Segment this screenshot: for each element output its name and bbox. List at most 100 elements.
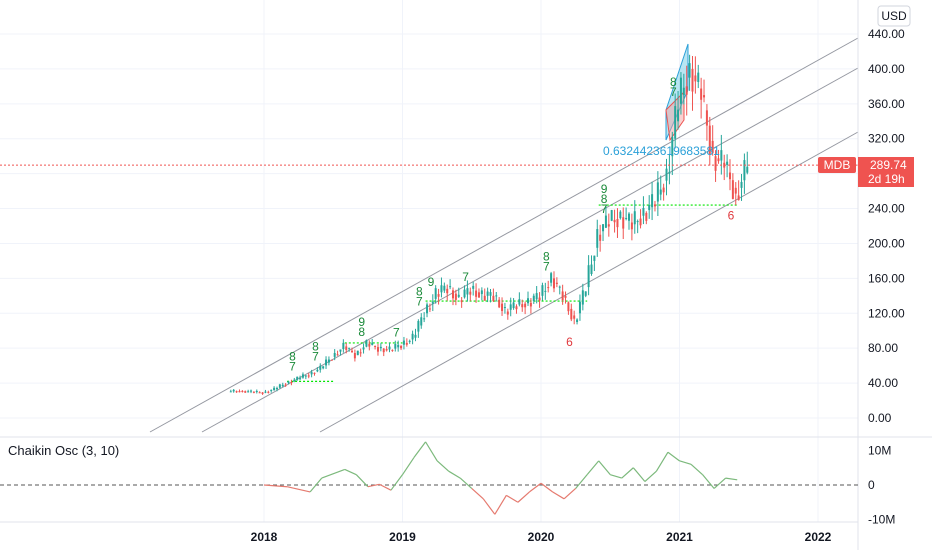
candle <box>662 183 665 201</box>
candle <box>564 291 567 304</box>
candle-body <box>327 359 330 363</box>
oscillator-segment <box>459 477 473 489</box>
candle-body <box>420 317 423 326</box>
candle-body <box>299 378 302 380</box>
candle-body <box>229 391 232 393</box>
candle <box>316 367 319 373</box>
candle <box>463 285 466 299</box>
oscillator-segment <box>494 495 507 515</box>
candle-body <box>587 265 590 288</box>
ticker-tag <box>818 157 856 173</box>
candle <box>590 255 593 276</box>
oscillator-segment <box>263 484 288 488</box>
candle-body <box>535 293 538 300</box>
candle <box>301 372 304 379</box>
candle <box>697 64 700 89</box>
indicator-legend[interactable]: Chaikin Osc (3, 10) <box>8 443 119 458</box>
candle <box>682 73 685 105</box>
candle-body <box>708 125 711 154</box>
candle-body <box>362 347 365 350</box>
candle <box>362 343 365 354</box>
channel-upper-line[interactable] <box>149 37 859 433</box>
candle-body <box>244 391 247 393</box>
oscillator-segment <box>517 491 530 503</box>
candle <box>581 283 584 311</box>
candle <box>365 339 368 348</box>
candle-body <box>376 347 379 352</box>
candle-body <box>414 334 417 338</box>
candle-body <box>625 218 628 220</box>
oscillator-tick-label: 10M <box>868 444 891 458</box>
candle-body <box>602 224 605 232</box>
candle-body <box>518 299 521 305</box>
candle <box>630 213 633 241</box>
candle-body <box>653 204 656 207</box>
candle <box>584 291 587 298</box>
support-lines[interactable] <box>287 204 738 382</box>
year-tick-label: 2022 <box>805 530 832 544</box>
candle <box>446 284 449 301</box>
candle <box>278 383 281 389</box>
candle-body <box>319 365 322 370</box>
candle <box>420 313 423 329</box>
candle-body <box>310 372 313 375</box>
time-axis-ticks[interactable]: 2018 2019 2020 2021 2022 <box>251 530 832 544</box>
candle-body <box>596 229 599 248</box>
candle-body <box>400 346 403 349</box>
oscillator-segment <box>667 451 680 462</box>
candle <box>599 224 602 252</box>
candle <box>281 382 284 388</box>
candle <box>544 282 547 300</box>
candle <box>628 212 631 230</box>
candle-body <box>258 392 261 394</box>
candle <box>339 349 342 356</box>
candle <box>405 338 408 347</box>
candle <box>255 389 258 394</box>
candle-body <box>382 348 385 353</box>
candle-body <box>521 304 524 308</box>
oscillator-tick-label: 0 <box>868 478 875 492</box>
candle-body <box>278 384 281 388</box>
candle-body <box>532 295 535 302</box>
price-tick-label: 0.00 <box>868 411 892 425</box>
candle <box>267 390 270 394</box>
candle-body <box>651 194 654 208</box>
candle <box>397 340 400 352</box>
candle <box>443 282 446 293</box>
candle <box>512 298 515 310</box>
price-axis-ticks[interactable]: 440.00400.00360.00320.00280.00240.00200.… <box>868 27 905 425</box>
candle <box>604 205 607 229</box>
candle-body <box>512 302 515 309</box>
sequential-count-label: 8 <box>543 249 550 263</box>
candle-body <box>628 213 631 221</box>
candle-body <box>740 181 743 188</box>
candle <box>711 125 714 156</box>
price-tick-label: 160.00 <box>868 271 905 285</box>
candle-body <box>411 333 414 340</box>
oscillator-segment <box>506 494 519 503</box>
candle <box>509 297 512 317</box>
currency-button[interactable]: USD <box>877 5 911 27</box>
candle <box>296 376 299 381</box>
candle <box>587 255 590 296</box>
candle <box>440 277 443 298</box>
price-candles[interactable] <box>229 54 749 395</box>
parallel-channel[interactable] <box>149 37 859 433</box>
candle-body <box>483 295 486 301</box>
sequential-count-label: 7 <box>601 202 608 216</box>
candle-body <box>691 68 694 92</box>
price-tick-label: 40.00 <box>868 376 898 390</box>
candle <box>293 377 296 383</box>
candle <box>607 213 610 237</box>
price-tick-label: 360.00 <box>868 97 905 111</box>
candle-body <box>339 349 342 352</box>
candle-body <box>351 350 354 353</box>
oscillator-segment <box>552 491 565 500</box>
candle-body <box>290 382 293 383</box>
symbol-price-tag[interactable]: MDB 289.74 2d 19h <box>818 157 914 187</box>
candle <box>613 209 616 233</box>
sequential-count-label: 7 <box>393 326 400 340</box>
candle-body <box>705 110 708 126</box>
